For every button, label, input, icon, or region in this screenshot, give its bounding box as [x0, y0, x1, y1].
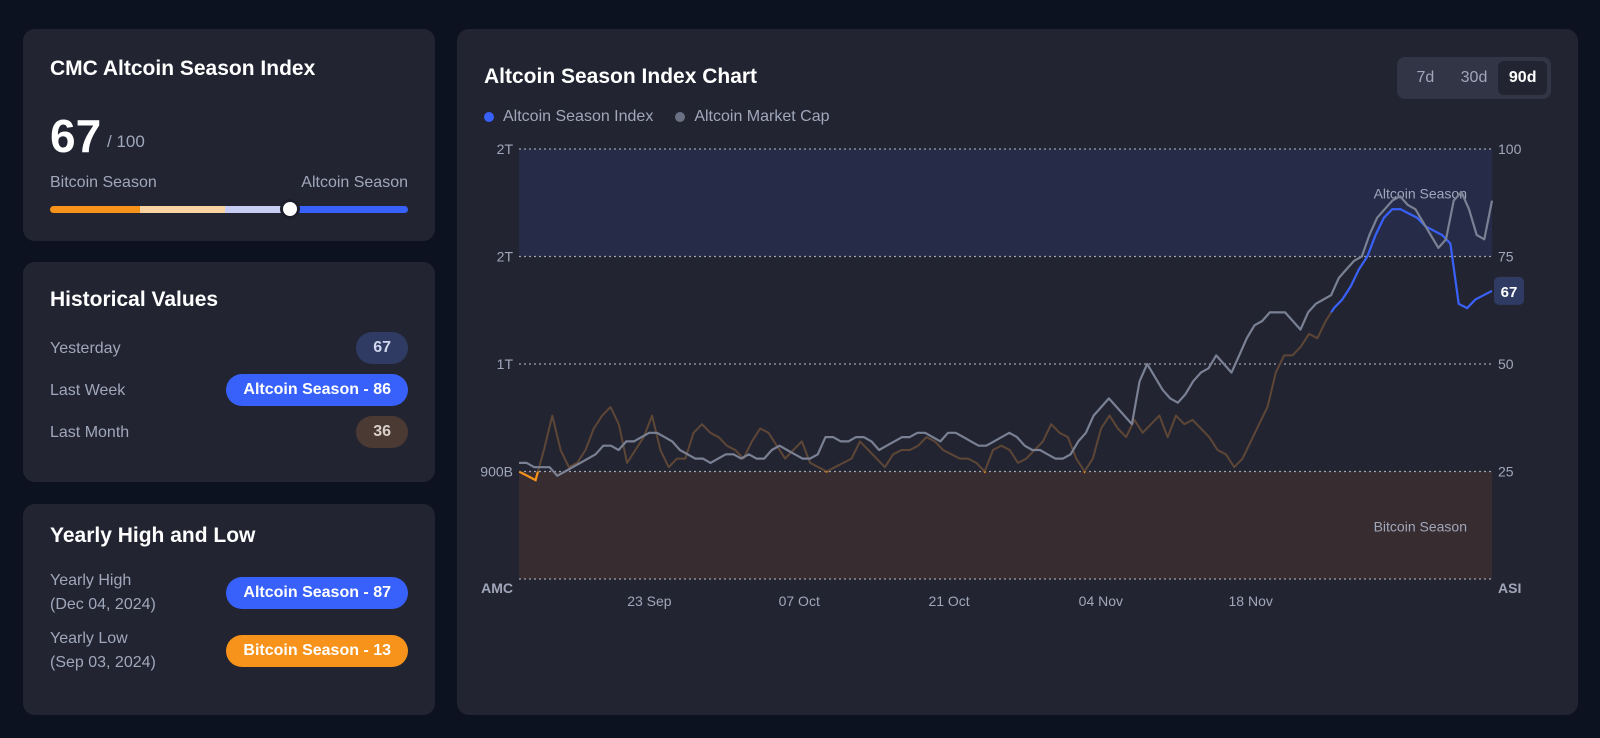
x-axis-tick: 18 Nov — [1229, 593, 1273, 609]
altcoin-index-card: CMC Altcoin Season Index 67 / 100 Bitcoi… — [23, 29, 435, 241]
left-axis-tick: 1T — [497, 356, 514, 372]
index-chart: Altcoin Season Bitcoin Season 2T 2T 1T 900B AM… — [480, 141, 1524, 609]
yearly-high-badge: Altcoin Season - 87 — [226, 577, 408, 609]
bitcoin-season-label: Bitcoin Season — [50, 174, 157, 191]
legend-item-index[interactable]: Altcoin Season Index — [484, 108, 653, 126]
left-axis-tick: 2T — [497, 141, 514, 157]
last-month-label: Last Month — [50, 424, 130, 441]
last-week-label: Last Week — [50, 382, 126, 399]
range-90d-button[interactable]: 90d — [1498, 61, 1548, 95]
scale-segment — [286, 206, 408, 213]
yearly-title: Yearly High and Low — [50, 524, 256, 547]
time-range-selector: 7d 30d 90d — [1397, 57, 1551, 99]
range-7d-button[interactable]: 7d — [1416, 69, 1435, 86]
legend-dot-icon — [675, 112, 686, 122]
yearly-high-label: Yearly High — [50, 572, 132, 589]
right-axis-tick: 25 — [1498, 464, 1514, 480]
range-30d-button[interactable]: 30d — [1460, 69, 1488, 86]
bitcoin-season-zone — [519, 471, 1492, 579]
bitcoin-season-zone-label: Bitcoin Season — [1374, 519, 1467, 535]
season-scale-bar — [50, 206, 408, 213]
x-axis-tick: 23 Sep — [627, 593, 672, 609]
scale-segment — [225, 206, 287, 213]
current-value-text: 67 — [1501, 284, 1518, 301]
scale-indicator-knob — [279, 199, 300, 219]
index-chart-card: Altcoin Season Bitcoin Season 2T 2T 1T 900B AM… — [457, 29, 1578, 715]
yearly-high-low-card: Yearly High and Low Yearly High (Dec 04,… — [23, 504, 435, 715]
yesterday-label: Yesterday — [50, 340, 121, 357]
scale-segment — [139, 206, 226, 213]
yearly-low-date: (Sep 03, 2024) — [50, 654, 156, 671]
market-cap-series-line — [519, 190, 1494, 477]
legend-item-market-cap[interactable]: Altcoin Market Cap — [675, 108, 830, 126]
x-axis-tick: 04 Nov — [1079, 593, 1123, 609]
left-axis-tick: 900B — [480, 464, 513, 480]
left-axis-tick: 2T — [497, 249, 514, 265]
x-axis-tick: 07 Oct — [779, 593, 820, 609]
left-axis-title: AMC — [481, 580, 513, 596]
historical-title: Historical Values — [50, 288, 219, 311]
index-series-line — [518, 208, 1493, 482]
index-max: / 100 — [107, 132, 145, 151]
legend-label-index: Altcoin Season Index — [503, 108, 654, 125]
last-week-value-badge: Altcoin Season - 86 — [226, 374, 408, 406]
yesterday-value-badge: 67 — [356, 332, 408, 364]
yearly-low-label: Yearly Low — [50, 630, 128, 647]
right-axis-tick: 50 — [1498, 356, 1514, 372]
right-axis-title: ASI — [1498, 580, 1521, 596]
right-axis-tick: 100 — [1498, 141, 1522, 157]
last-month-value-badge: 36 — [356, 416, 408, 448]
current-value-badge — [1494, 276, 1524, 305]
chart-title: Altcoin Season Index Chart — [484, 65, 758, 88]
x-axis-tick: 21 Oct — [928, 593, 969, 609]
historical-values-card: Historical Values Yesterday 67 Last Week… — [23, 262, 435, 482]
index-card-title: CMC Altcoin Season Index — [50, 57, 316, 80]
scale-segment — [50, 206, 140, 213]
legend-label-market-cap: Altcoin Market Cap — [694, 108, 830, 125]
yearly-high-date: (Dec 04, 2024) — [50, 596, 156, 613]
altcoin-season-zone-label: Altcoin Season — [1374, 185, 1467, 201]
right-axis-tick: 75 — [1498, 249, 1514, 265]
yearly-low-badge: Bitcoin Season - 13 — [226, 635, 408, 667]
legend-dot-icon — [484, 112, 494, 122]
chart-legend: Altcoin Season Index Altcoin Market Cap — [484, 108, 830, 126]
altcoin-season-label: Altcoin Season — [301, 174, 408, 191]
index-value: 67 — [50, 110, 102, 162]
altcoin-season-zone — [519, 149, 1492, 257]
